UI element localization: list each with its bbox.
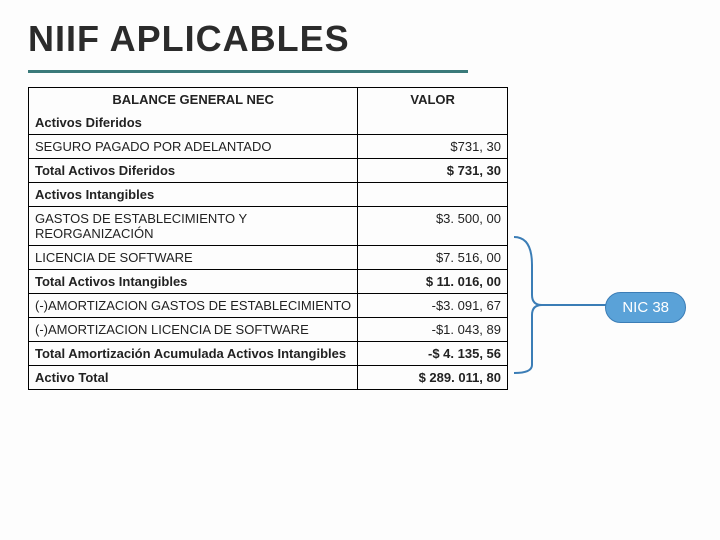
row-label: (-)AMORTIZACION GASTOS DE ESTABLECIMIENT…: [29, 294, 358, 318]
table-row: Activo Total $ 289. 011, 80: [29, 366, 508, 390]
table-row: Total Amortización Acumulada Activos Int…: [29, 342, 508, 366]
row-value: $ 731, 30: [358, 159, 508, 183]
table-row: LICENCIA DE SOFTWARE $7. 516, 00: [29, 246, 508, 270]
table-row: (-)AMORTIZACION GASTOS DE ESTABLECIMIENT…: [29, 294, 508, 318]
section-row: Activos Diferidos: [29, 111, 508, 135]
row-value: $ 289. 011, 80: [358, 366, 508, 390]
row-value: -$1. 043, 89: [358, 318, 508, 342]
row-label: LICENCIA DE SOFTWARE: [29, 246, 358, 270]
nic-badge: NIC 38: [605, 292, 686, 323]
row-value: $3. 500, 00: [358, 207, 508, 246]
row-value: $7. 516, 00: [358, 246, 508, 270]
slide-title: NIIF APLICABLES: [28, 18, 692, 60]
row-label: (-)AMORTIZACION LICENCIA DE SOFTWARE: [29, 318, 358, 342]
table-row: GASTOS DE ESTABLECIMIENTO Y REORGANIZACI…: [29, 207, 508, 246]
row-label-activo-total: Activo Total: [29, 366, 358, 390]
section-right-blank: [358, 183, 508, 207]
section-row: Activos Intangibles: [29, 183, 508, 207]
row-value: $731, 30: [358, 135, 508, 159]
table-row: Total Activos Diferidos $ 731, 30: [29, 159, 508, 183]
balance-table: BALANCE GENERAL NEC VALOR Activos Diferi…: [28, 87, 508, 390]
table-row: Total Activos Intangibles $ 11. 016, 00: [29, 270, 508, 294]
row-label-total-amort: Total Amortización Acumulada Activos Int…: [29, 342, 358, 366]
slide: NIIF APLICABLES BALANCE GENERAL NEC VALO…: [0, 0, 720, 540]
row-value: -$3. 091, 67: [358, 294, 508, 318]
header-right: VALOR: [358, 88, 508, 112]
section-activos-diferidos: Activos Diferidos: [29, 111, 358, 135]
table-row: (-)AMORTIZACION LICENCIA DE SOFTWARE -$1…: [29, 318, 508, 342]
table-header-row: BALANCE GENERAL NEC VALOR: [29, 88, 508, 112]
title-underline: [28, 70, 468, 73]
header-left: BALANCE GENERAL NEC: [29, 88, 358, 112]
section-activos-intangibles: Activos Intangibles: [29, 183, 358, 207]
section-right-blank: [358, 111, 508, 135]
row-label-total-intangibles: Total Activos Intangibles: [29, 270, 358, 294]
row-value: $ 11. 016, 00: [358, 270, 508, 294]
row-value: -$ 4. 135, 56: [358, 342, 508, 366]
row-label: GASTOS DE ESTABLECIMIENTO Y REORGANIZACI…: [29, 207, 358, 246]
row-label-total-diferidos: Total Activos Diferidos: [29, 159, 358, 183]
row-label: SEGURO PAGADO POR ADELANTADO: [29, 135, 358, 159]
table-row: SEGURO PAGADO POR ADELANTADO $731, 30: [29, 135, 508, 159]
